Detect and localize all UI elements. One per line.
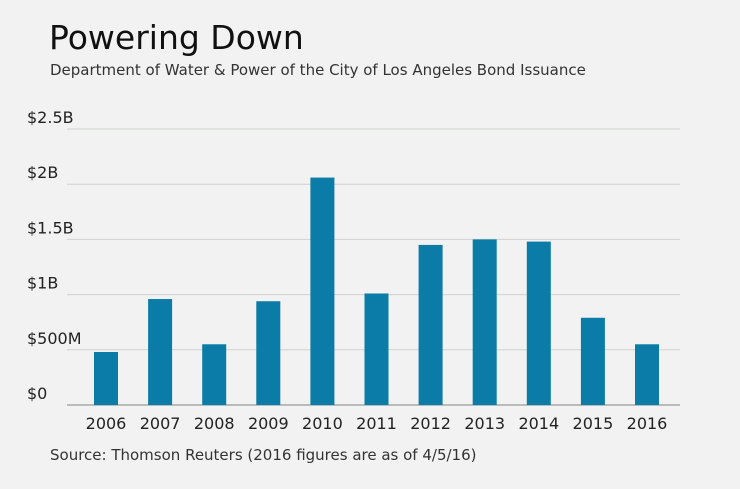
y-tick-label: $500M (27, 329, 82, 348)
x-tick-label: 2014 (518, 414, 559, 433)
chart-title: Powering Down (49, 18, 304, 57)
x-tick-label: 2007 (140, 414, 181, 433)
x-tick-label: 2006 (86, 414, 127, 433)
bar-2014 (526, 241, 551, 405)
bar-2016 (635, 344, 659, 405)
x-tick-label: 2015 (573, 414, 614, 433)
bar-2011 (364, 293, 389, 405)
x-tick-label: 2016 (627, 414, 668, 433)
chart-subtitle: Department of Water & Power of the City … (50, 61, 586, 79)
bar-2006 (94, 352, 118, 405)
y-axis-tick-labels: $0 $500M $1B $1.5B $2B $2.5B (27, 108, 82, 403)
x-tick-label: 2010 (302, 414, 343, 433)
bar-2009 (256, 301, 281, 405)
bar-2010 (310, 177, 335, 405)
x-tick-label: 2008 (194, 414, 235, 433)
y-tick-label: $2B (27, 163, 58, 182)
x-tick-label: 2011 (356, 414, 397, 433)
x-axis-tick-labels: 2006 2007 2008 2009 2010 2011 2012 2013 2014 2015… (86, 414, 668, 433)
y-tick-label: $1B (27, 274, 58, 293)
y-tick-label: $2.5B (27, 108, 74, 127)
x-tick-label: 2009 (248, 414, 289, 433)
bar-2007 (148, 299, 173, 405)
bar-2012 (418, 244, 443, 405)
x-tick-label: 2012 (410, 414, 451, 433)
y-tick-label: $1.5B (27, 218, 74, 237)
bar-2015 (580, 317, 605, 405)
x-tick-label: 2013 (464, 414, 505, 433)
bar-2008 (202, 344, 227, 405)
bar-2013 (472, 239, 497, 405)
source-note: Source: Thomson Reuters (2016 figures ar… (50, 446, 477, 464)
bars (94, 177, 659, 405)
y-tick-label: $0 (27, 384, 47, 403)
